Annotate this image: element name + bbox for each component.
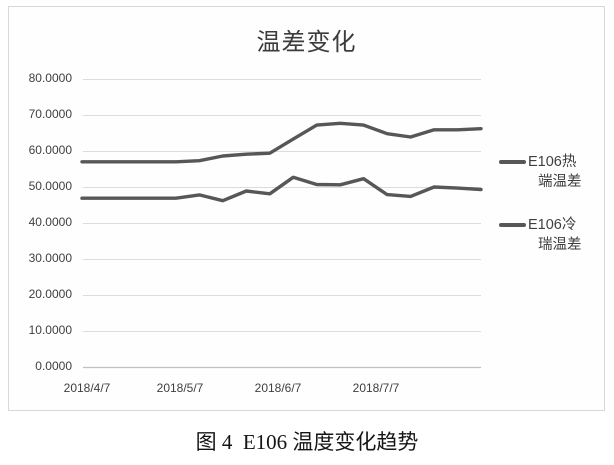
series-line-0 xyxy=(80,121,483,164)
legend-label-line: 瑞温差 xyxy=(538,237,582,253)
y-axis-tick-label: 20.0000 xyxy=(28,287,72,301)
y-axis-tick-label: 10.0000 xyxy=(28,323,72,337)
legend-label-line: E106热 xyxy=(528,154,577,170)
y-axis-tick-label: 40.0000 xyxy=(28,215,72,229)
y-axis-tick-label: 0.0000 xyxy=(35,359,72,373)
figure-caption: 图 4 E106 温度变化趋势 xyxy=(195,430,419,454)
chart-title: 温差变化 xyxy=(256,29,357,56)
x-axis-tick-label: 2018/7/7 xyxy=(352,381,400,395)
legend-entry: E106冷瑞温差 xyxy=(499,215,582,255)
legend-label: E106冷瑞温差 xyxy=(528,215,582,255)
legend-marker-line xyxy=(499,223,526,227)
legend-label-line: 端温差 xyxy=(538,174,582,190)
chart-frame xyxy=(8,6,605,411)
legend-label-line: E106冷 xyxy=(528,217,577,233)
y-axis-tick-label: 30.0000 xyxy=(28,251,72,265)
legend-marker-line xyxy=(499,160,526,164)
y-axis-tick-label: 70.0000 xyxy=(28,107,72,121)
x-axis-tick-label: 2018/6/7 xyxy=(254,381,302,395)
x-axis-tick-label: 2018/4/7 xyxy=(63,381,111,395)
y-axis-tick-label: 60.0000 xyxy=(28,143,72,157)
x-axis-tick-label: 2018/5/7 xyxy=(156,381,204,395)
legend-entry: E106热端温差 xyxy=(499,152,582,192)
y-axis-tick-label: 50.0000 xyxy=(28,179,72,193)
series-line-1 xyxy=(80,175,483,203)
legend-label: E106热端温差 xyxy=(528,152,582,192)
y-axis-tick-label: 80.0000 xyxy=(28,71,72,85)
